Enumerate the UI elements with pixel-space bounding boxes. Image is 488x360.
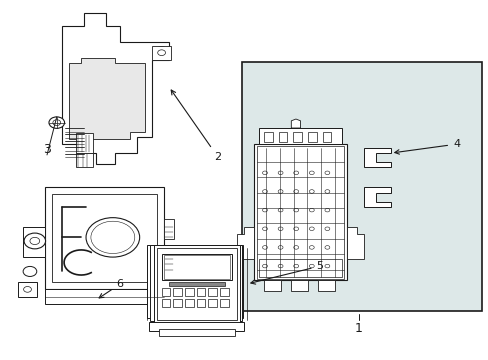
Bar (254, 144, 346, 280)
Polygon shape (69, 58, 144, 139)
Bar (208, 300, 217, 307)
Bar (157, 248, 237, 320)
Bar (161, 288, 170, 296)
Bar (147, 244, 243, 318)
Circle shape (23, 266, 37, 276)
Bar (52, 194, 157, 282)
Bar (161, 300, 170, 307)
Bar (173, 288, 182, 296)
Bar (220, 300, 228, 307)
Polygon shape (290, 280, 307, 291)
Bar (307, 132, 316, 142)
Bar (18, 282, 37, 297)
Circle shape (24, 233, 45, 249)
Bar (163, 252, 173, 271)
Text: 6: 6 (99, 279, 123, 298)
Bar (259, 259, 341, 277)
Polygon shape (237, 226, 254, 259)
Bar (76, 153, 93, 167)
Polygon shape (61, 13, 168, 164)
Text: 5: 5 (250, 261, 323, 284)
Text: 3: 3 (43, 143, 51, 156)
Bar (150, 244, 241, 320)
Bar (44, 289, 163, 304)
Text: 4: 4 (394, 139, 459, 154)
Bar (173, 300, 182, 307)
Bar (322, 132, 330, 142)
Bar (76, 134, 93, 153)
Bar (264, 132, 272, 142)
Bar (168, 282, 224, 286)
Bar (44, 187, 163, 289)
Bar (163, 255, 229, 279)
Bar (259, 128, 341, 144)
Bar (220, 288, 228, 296)
Bar (154, 244, 239, 323)
Polygon shape (291, 119, 300, 128)
Bar (242, 62, 482, 311)
Bar (152, 45, 171, 60)
Bar (256, 146, 344, 279)
Bar (184, 300, 193, 307)
Bar (208, 288, 217, 296)
Text: 2: 2 (171, 90, 221, 162)
Bar (196, 300, 205, 307)
Bar (196, 288, 205, 296)
Text: 1: 1 (354, 322, 362, 335)
Polygon shape (346, 226, 363, 259)
Circle shape (86, 218, 140, 257)
Polygon shape (363, 187, 390, 207)
Bar (293, 132, 302, 142)
Bar (159, 329, 234, 336)
Bar (149, 321, 244, 330)
Polygon shape (317, 280, 334, 291)
Bar (184, 288, 193, 296)
Bar (163, 220, 173, 239)
Bar (161, 253, 232, 280)
Circle shape (49, 117, 64, 129)
Polygon shape (363, 148, 390, 167)
Bar (22, 226, 44, 257)
Polygon shape (264, 280, 281, 291)
Bar (278, 132, 287, 142)
